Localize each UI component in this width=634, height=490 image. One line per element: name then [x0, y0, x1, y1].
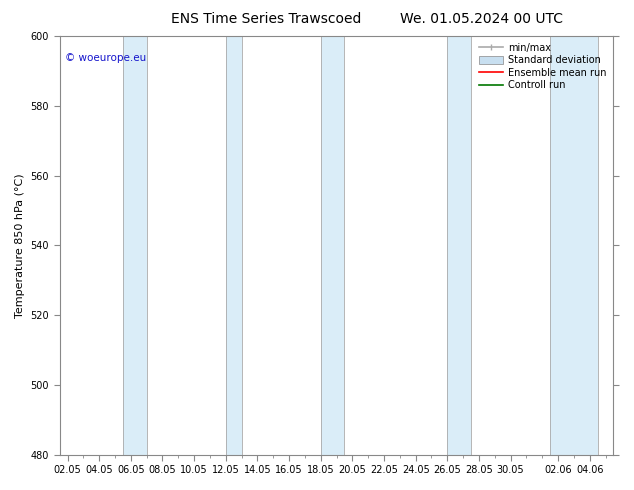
- Bar: [226, 36, 242, 455]
- Bar: [321, 36, 344, 455]
- Text: © woeurope.eu: © woeurope.eu: [65, 53, 146, 63]
- Bar: [123, 36, 146, 455]
- Text: ENS Time Series Trawscoed: ENS Time Series Trawscoed: [171, 12, 361, 26]
- Bar: [448, 36, 471, 455]
- Bar: [550, 36, 598, 455]
- Text: We. 01.05.2024 00 UTC: We. 01.05.2024 00 UTC: [400, 12, 564, 26]
- Legend: min/max, Standard deviation, Ensemble mean run, Controll run: min/max, Standard deviation, Ensemble me…: [477, 41, 609, 92]
- Y-axis label: Temperature 850 hPa (°C): Temperature 850 hPa (°C): [15, 173, 25, 318]
